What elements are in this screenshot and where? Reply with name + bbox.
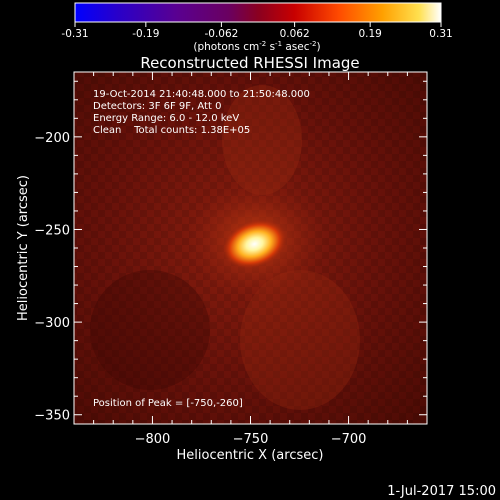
x-tick-label: −750 xyxy=(233,432,269,447)
info-line-energy: Energy Range: 6.0 - 12.0 keV xyxy=(93,113,239,124)
peak-position-label: Position of Peak = [-750,-260] xyxy=(93,398,243,409)
x-tick-label: −700 xyxy=(331,432,367,447)
y-tick-label: −300 xyxy=(34,316,70,331)
colorbar-tick-label: -0.31 xyxy=(61,28,88,40)
colorbar-unit-label: (photons cm-2 s-1 asec-2) xyxy=(193,40,320,53)
colorbar xyxy=(74,2,442,23)
x-tick-label: −800 xyxy=(135,432,171,447)
colorbar-tick-label: -0.19 xyxy=(132,28,159,40)
info-line-counts: Clean Total counts: 1.38E+05 xyxy=(93,125,250,136)
footer-date: 1-Jul-2017 15:00 xyxy=(387,484,496,499)
colorbar-tick-label: 0.19 xyxy=(358,28,381,40)
colorbar-tick-label: 0.31 xyxy=(429,28,452,40)
y-tick-label: −200 xyxy=(34,131,70,146)
x-axis-label: Heliocentric X (arcsec) xyxy=(177,448,324,463)
y-tick-label: −350 xyxy=(34,409,70,424)
heatmap-image xyxy=(74,72,427,424)
y-axis-label: Heliocentric Y (arcsec) xyxy=(16,175,31,321)
y-tick-label: −250 xyxy=(34,223,70,238)
axis-ticks: −800 −750 −700 −200 −250 −300 −350 xyxy=(34,72,427,447)
info-line-time: 19-Oct-2014 21:40:48.000 to 21:50:48.000 xyxy=(93,89,310,100)
chart-title: Reconstructed RHESSI Image xyxy=(140,54,359,72)
colorbar-tick-label: -0.062 xyxy=(204,28,238,40)
colorbar-tick-label: 0.062 xyxy=(280,28,310,40)
info-line-detectors: Detectors: 3F 6F 9F, Att 0 xyxy=(93,101,221,112)
observation-info: 19-Oct-2014 21:40:48.000 to 21:50:48.000… xyxy=(93,89,310,409)
colorbar-ticks: -0.31 -0.19 -0.062 0.062 0.19 0.31 xyxy=(61,22,453,40)
peak-source xyxy=(221,218,288,270)
